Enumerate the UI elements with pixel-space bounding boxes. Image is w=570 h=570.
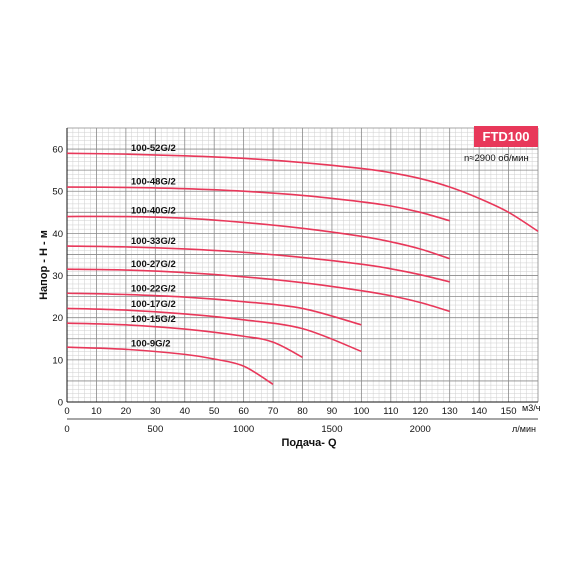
x-tick-label: 140 bbox=[471, 406, 487, 417]
series-label: 100-27G/2 bbox=[131, 259, 176, 270]
x-tick-label: 60 bbox=[238, 406, 249, 417]
x-tick-label: 30 bbox=[150, 406, 161, 417]
x-tick-label: 120 bbox=[412, 406, 428, 417]
series-label: 100-52G/2 bbox=[131, 143, 176, 154]
x-axis-title: Подача- Q bbox=[281, 437, 337, 449]
x2-tick-label: 1000 bbox=[233, 424, 254, 435]
tick-labels: 0 10 20 30 40 50 60 0 10 20 30 40 50 60 70 80 90 100 110 12… bbox=[52, 145, 516, 435]
model-badge bbox=[474, 126, 538, 147]
chart-subtitle: n≈2900 об/мин bbox=[464, 153, 529, 164]
y-tick-label: 20 bbox=[52, 313, 63, 324]
series-line-100-17g-2 bbox=[66, 307, 362, 353]
series-label: 100-48G/2 bbox=[131, 176, 176, 187]
x2-axis-unit: л/мин bbox=[512, 424, 536, 434]
x-tick-label: 20 bbox=[121, 406, 132, 417]
y-tick-label: 40 bbox=[52, 229, 63, 240]
x-tick-label: 130 bbox=[442, 406, 458, 417]
x-tick-label: 80 bbox=[297, 406, 308, 417]
x-tick-label: 40 bbox=[179, 406, 190, 417]
series-label: 100-40G/2 bbox=[131, 206, 176, 217]
series-line-100-9g-2 bbox=[66, 346, 274, 385]
series-line-100-22g-2 bbox=[66, 292, 362, 326]
series-label: 100-22G/2 bbox=[131, 284, 176, 295]
x2-tick-label: 0 bbox=[64, 424, 69, 435]
series-line-100-15g-2 bbox=[66, 322, 303, 359]
y-tick-label: 60 bbox=[52, 145, 63, 156]
y-axis-title: Напор - Н - м bbox=[38, 230, 50, 300]
series-line-100-48g-2 bbox=[66, 186, 450, 222]
x-axis-unit: м3/ч bbox=[522, 403, 541, 413]
x-tick-label: 150 bbox=[501, 406, 517, 417]
x-tick-label: 100 bbox=[353, 406, 369, 417]
series-label: 100-33G/2 bbox=[131, 236, 176, 247]
series-label: 100-15G/2 bbox=[131, 314, 176, 325]
series-line-100-27g-2 bbox=[66, 268, 450, 313]
series-line-100-33g-2 bbox=[66, 245, 450, 283]
chart-title: FTD100 bbox=[483, 129, 530, 144]
series-line-100-40g-2 bbox=[66, 215, 450, 260]
y-tick-label: 10 bbox=[52, 355, 63, 366]
x2-tick-label: 2000 bbox=[410, 424, 431, 435]
curves bbox=[66, 152, 539, 385]
x-tick-label: 10 bbox=[91, 406, 102, 417]
y-tick-label: 0 bbox=[58, 398, 63, 409]
x-tick-label: 110 bbox=[383, 406, 398, 417]
y-tick-label: 50 bbox=[52, 187, 63, 198]
series-label: 100-17G/2 bbox=[131, 299, 176, 310]
series-label: 100-9G/2 bbox=[131, 338, 171, 349]
x-tick-label: 0 bbox=[64, 406, 69, 417]
series-line-100-52g-2 bbox=[66, 152, 539, 232]
curve-labels: 100-52G/2 100-48G/2 100-40G/2 100-33G/2 100-… bbox=[131, 143, 176, 349]
x2-tick-label: 1500 bbox=[321, 424, 342, 435]
x2-tick-label: 500 bbox=[147, 424, 163, 435]
axes bbox=[66, 128, 538, 420]
y-tick-label: 30 bbox=[52, 271, 63, 282]
x-tick-label: 50 bbox=[209, 406, 220, 417]
x-tick-label: 70 bbox=[268, 406, 279, 417]
x-tick-label: 90 bbox=[327, 406, 338, 417]
